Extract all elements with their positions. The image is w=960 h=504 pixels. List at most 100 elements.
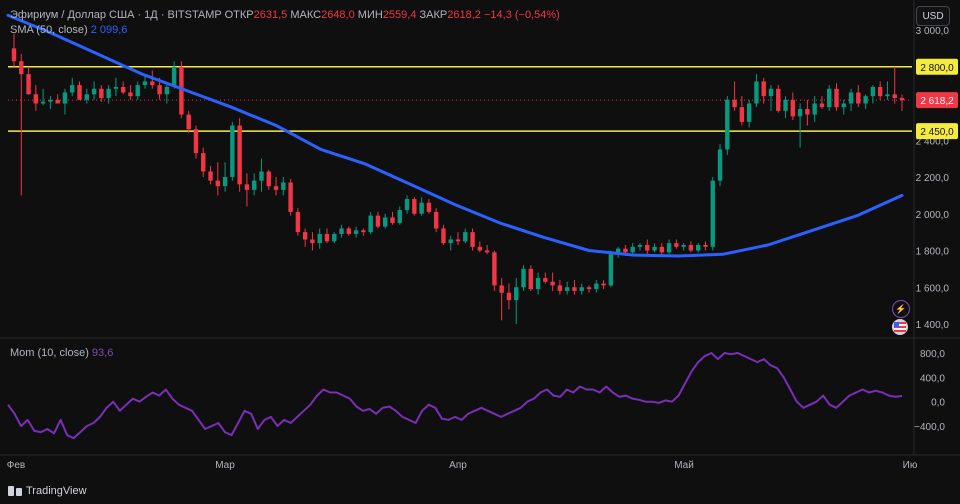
candle-body — [281, 182, 286, 190]
candle-body — [499, 285, 504, 293]
candle-body — [521, 268, 526, 288]
tradingview-icon — [8, 486, 22, 496]
candle-body — [470, 232, 475, 247]
mom-legend-name: Mom (10, close) — [10, 347, 89, 359]
candle-body — [594, 283, 599, 290]
candle-body — [412, 199, 417, 214]
candle-body — [601, 283, 606, 286]
candle-body — [841, 103, 846, 108]
candle-body — [353, 230, 359, 234]
candle-body — [251, 180, 257, 190]
low-value: 2559,4 — [382, 9, 417, 21]
candle-body — [637, 244, 643, 247]
candle-body — [383, 217, 388, 227]
candle-body — [259, 171, 264, 181]
candle-body — [564, 287, 570, 291]
candle-body — [688, 244, 694, 251]
candle-body — [856, 92, 861, 104]
candle-body — [193, 129, 199, 154]
candle-body — [848, 92, 854, 104]
candle-body — [477, 246, 483, 251]
candle-body — [375, 215, 381, 227]
price-tick-label: 2 400,0 — [916, 136, 950, 147]
high-value: 2648,0 — [321, 9, 355, 21]
candle-body — [681, 244, 686, 247]
candle-body — [324, 233, 330, 242]
candle-body — [608, 254, 614, 286]
candle-body — [703, 244, 708, 247]
candle-body — [710, 180, 715, 247]
candle-body — [62, 92, 68, 104]
momentum-tick-label: −400,0 — [914, 422, 945, 433]
candle-body — [863, 96, 868, 104]
candle-body — [19, 61, 24, 75]
lightning-icon[interactable]: ⚡ — [892, 300, 910, 318]
candle-body — [666, 243, 672, 253]
time-tick-label: Мар — [215, 460, 235, 471]
momentum-tick-label: 0,0 — [931, 398, 945, 409]
candle-body — [535, 278, 541, 290]
flag-icon[interactable] — [892, 319, 908, 335]
sma-legend[interactable]: SMA (50, close) 2 099,6 — [10, 24, 127, 36]
candle-body — [645, 244, 650, 251]
candle-body — [892, 94, 897, 98]
candle-body — [448, 239, 453, 244]
candle-body — [317, 233, 322, 244]
price-tick-label: 3 000,0 — [916, 26, 950, 37]
time-tick-label: Апр — [449, 460, 467, 471]
open-label: ОТКР — [224, 9, 254, 21]
level-label-0: 2 800,0 — [920, 63, 954, 74]
tradingview-logo[interactable]: TradingView — [8, 485, 87, 497]
candle-body — [142, 81, 148, 86]
candle-body — [463, 232, 468, 242]
candle-body — [128, 92, 133, 97]
close-value: 2618,2 — [447, 9, 481, 21]
candle-body — [579, 287, 584, 291]
last-price-box — [916, 92, 958, 109]
candle-body — [339, 228, 344, 234]
candle-body — [550, 281, 555, 286]
candle-body — [732, 99, 737, 108]
candle-body — [179, 66, 184, 115]
candle-body — [135, 85, 140, 97]
candle-body — [615, 248, 621, 255]
candle-body — [819, 103, 825, 108]
close-label: ЗАКР — [419, 9, 448, 21]
candle-body — [885, 94, 890, 97]
candle-body — [834, 88, 839, 108]
candle-body — [230, 125, 235, 177]
candle-body — [652, 246, 657, 251]
momentum-tick-label: 400,0 — [920, 373, 945, 384]
open-value: 2631,5 — [253, 9, 288, 21]
candle-body — [332, 233, 337, 242]
sma-line — [6, 13, 904, 258]
candle-body — [790, 99, 796, 117]
mom-legend-value: 93,6 — [91, 347, 114, 359]
candle-body — [586, 287, 592, 290]
candle-body — [244, 184, 250, 190]
candle-body — [506, 292, 512, 301]
candle-body — [48, 99, 53, 102]
candle-body — [441, 228, 446, 244]
candle-body — [768, 88, 774, 97]
mom-legend[interactable]: Mom (10, close) 93,6 — [10, 347, 113, 359]
sma-legend-name: SMA (50, close) — [10, 24, 88, 36]
currency-button[interactable]: USD — [916, 6, 950, 26]
candle-body — [55, 99, 60, 104]
candle-body — [70, 85, 75, 93]
candle-body — [776, 88, 781, 111]
candle-body — [761, 81, 766, 97]
candle-body — [390, 217, 395, 223]
candle-body — [717, 149, 723, 181]
candle-body — [754, 81, 759, 104]
candle-body — [346, 228, 352, 234]
level-label-1: 2 450,0 — [920, 127, 954, 138]
candle-body — [455, 239, 461, 242]
time-tick-label: Ию — [903, 460, 918, 471]
candle-body — [805, 109, 810, 115]
candle-body — [215, 180, 221, 187]
candle-body — [812, 103, 817, 115]
candle-body — [99, 88, 104, 98]
low-label: МИН — [357, 9, 383, 21]
